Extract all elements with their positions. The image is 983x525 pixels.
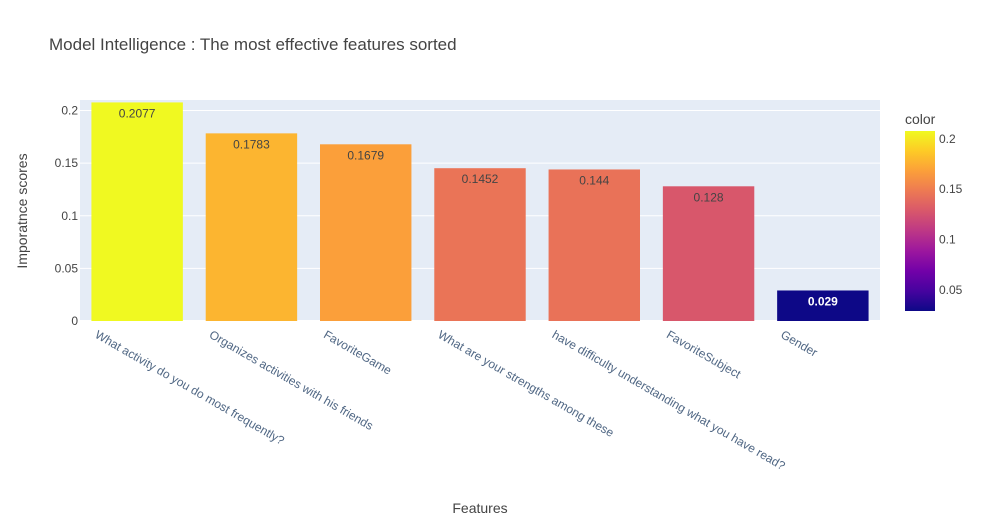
x-tick-label: Gender: [778, 327, 820, 359]
bar: [205, 133, 298, 321]
chart-title: Model Intelligence : The most effective …: [49, 35, 457, 54]
x-tick-label: What activity do you do most frequently?: [93, 327, 287, 447]
y-tick-label: 0.1: [61, 209, 78, 223]
colorbar-tick-label: 0.1: [939, 232, 956, 246]
y-tick-label: 0.15: [55, 156, 79, 170]
colorbar-tick-label: 0.2: [939, 132, 956, 146]
y-tick-label: 0.05: [55, 261, 79, 275]
colorbar-tick-labels: 0.05 0.1 0.15 0.2: [939, 132, 963, 297]
bar-data-label: 0.144: [579, 173, 609, 187]
y-axis-title: Imporatnce scores: [14, 153, 30, 268]
y-tick-label: 0.2: [61, 104, 78, 118]
bars: [91, 102, 869, 322]
bar-data-label: 0.128: [694, 190, 724, 204]
bar-data-label: 0.1452: [462, 172, 499, 186]
x-axis-title: Features: [452, 500, 507, 516]
x-tick-label: have difficulty understanding what you h…: [550, 327, 788, 473]
colorbar-tick-label: 0.15: [939, 182, 963, 196]
y-tick-label: 0: [71, 314, 78, 328]
bar-data-labels: 0.2077 0.1783 0.1679 0.1452 0.144 0.128 0.029: [119, 106, 838, 308]
x-tick-labels: What activity do you do most frequently?…: [93, 327, 820, 473]
bar: [320, 144, 412, 321]
colorbar-tick-label: 0.05: [939, 283, 963, 297]
y-tick-labels: 0 0.05 0.1 0.15 0.2: [55, 104, 79, 328]
bar: [91, 102, 183, 322]
colorbar: [905, 131, 935, 311]
bar: [548, 169, 640, 321]
bar-data-label: 0.1783: [233, 137, 270, 151]
x-tick-label: FavoriteGame: [321, 327, 394, 377]
colorbar-title: color: [905, 111, 936, 127]
bar: [434, 168, 526, 321]
bar: [662, 186, 755, 321]
x-tick-label: FavoriteSubject: [664, 327, 744, 381]
bar-data-label: 0.029: [808, 294, 838, 308]
bar-data-label: 0.1679: [347, 148, 384, 162]
bar-data-label: 0.2077: [119, 106, 156, 120]
x-tick-label: What are your strengths among these: [436, 327, 617, 440]
bar: [777, 290, 869, 321]
